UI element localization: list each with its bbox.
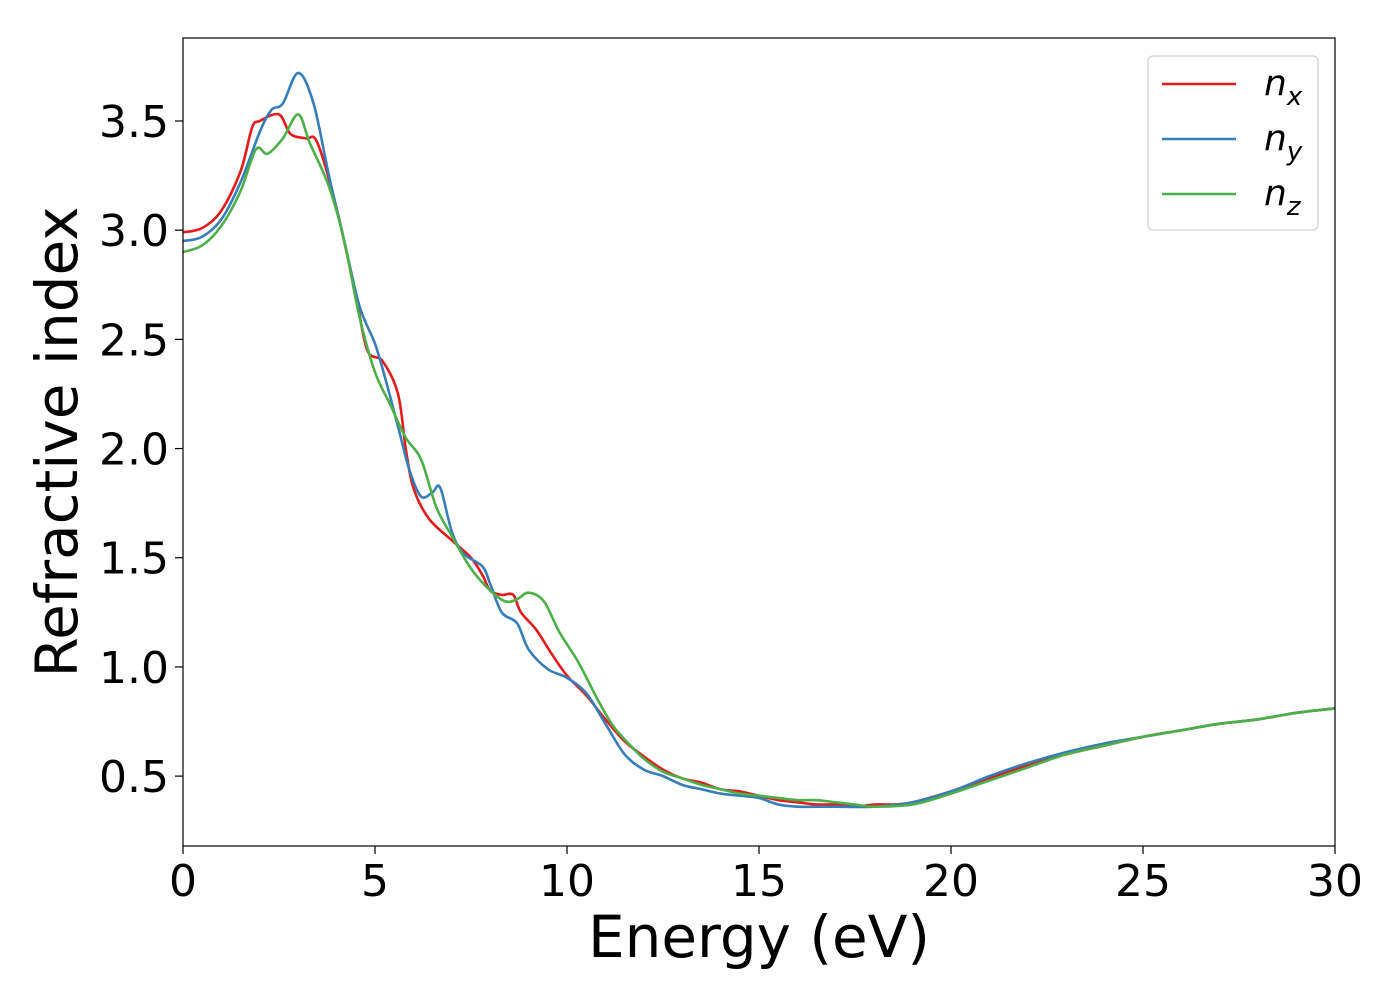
legend-box: [1147, 55, 1319, 231]
x-axis-label: Energy (eV): [588, 903, 930, 971]
y-axis-label: Refractive index: [23, 206, 91, 677]
x-tick-label: 10: [539, 856, 595, 907]
y-tick-label: 1.0: [99, 643, 169, 694]
series-layer: [182, 71, 1336, 809]
series-line-ny: [182, 71, 1336, 809]
y-tick-label: 0.5: [99, 752, 169, 803]
x-axis: 0 5 10 15 20 25 30: [169, 846, 1363, 907]
x-tick-label: 5: [361, 856, 389, 907]
series-line-nz: [182, 113, 1336, 808]
y-tick-label: 2.5: [99, 315, 169, 366]
y-tick-label: 3.0: [99, 206, 169, 257]
x-tick-label: 0: [169, 856, 197, 907]
y-tick-label: 1.5: [99, 534, 169, 585]
x-tick-label: 15: [731, 856, 787, 907]
series-line-nx: [182, 112, 1336, 808]
x-tick-label: 30: [1307, 856, 1363, 907]
plot-area: [183, 38, 1335, 846]
x-tick-label: 25: [1115, 856, 1171, 907]
x-tick-label: 20: [923, 856, 979, 907]
y-tick-label: 3.5: [99, 97, 169, 148]
y-axis: 0.5 1.0 1.5 2.0 2.5 3.0 3.5: [99, 97, 183, 803]
y-tick-label: 2.0: [99, 425, 169, 476]
